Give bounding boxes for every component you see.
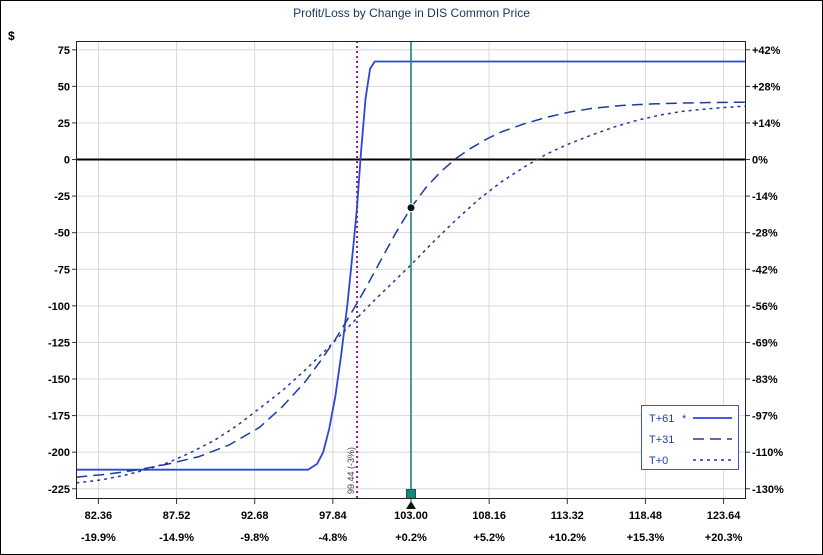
current-price-pointer-icon <box>406 501 416 509</box>
y-right-tick-label: -97% <box>752 411 778 423</box>
y-left-tick-label: 25 <box>58 118 70 130</box>
y-right-tick-label: -83% <box>752 374 778 386</box>
x-percent-label: -4.8% <box>318 532 347 544</box>
y-right-tick-label: -110% <box>752 447 783 459</box>
y-right-tick-label: -130% <box>752 484 784 496</box>
legend-item-t61[interactable]: T+61 * <box>649 413 732 425</box>
y-right-tick-label: +28% <box>752 81 781 93</box>
x-percent-label: +10.2% <box>548 532 586 544</box>
x-percent-label: +0.2% <box>395 532 427 544</box>
y-right-tick-label: -42% <box>752 264 778 276</box>
legend: T+61 * T+31 T+0 <box>641 405 739 470</box>
legend-item-label: T+31 <box>649 434 674 446</box>
y-left-tick-label: -150 <box>48 374 70 386</box>
y-left-tick-label: -50 <box>54 228 70 240</box>
legend-item-label: T+61 <box>649 413 674 425</box>
x-price-label: 108.16 <box>472 510 506 522</box>
pl-marker-dot <box>406 203 416 213</box>
y-right-tick-label: +42% <box>752 45 781 57</box>
y-left-tick-label: -25 <box>54 191 70 203</box>
x-percent-label: +15.3% <box>627 532 665 544</box>
y-right-tick-label: -69% <box>752 337 778 349</box>
x-price-label: 123.64 <box>707 510 742 522</box>
y-right-tick-label: -56% <box>752 301 778 313</box>
x-price-label: 92.68 <box>241 510 269 522</box>
x-price-label: 118.48 <box>629 510 662 522</box>
legend-box <box>641 405 739 470</box>
series-line-t0 <box>76 105 746 484</box>
plot-border <box>76 41 746 499</box>
x-price-label: 82.36 <box>85 510 113 522</box>
x-price-label: 113.32 <box>551 510 584 522</box>
price-drag-handle[interactable] <box>406 489 416 499</box>
y-right-tick-label: 0% <box>752 155 768 167</box>
x-percent-label: -14.9% <box>159 532 194 544</box>
y-left-tick-label: -200 <box>48 447 70 459</box>
x-percent-label: -19.9% <box>81 532 116 544</box>
series-line-t61 <box>76 60 746 471</box>
y-left-tick-label: 0 <box>64 155 70 167</box>
y-left-tick-label: -75 <box>54 264 70 276</box>
legend-item-marker: * <box>682 413 687 425</box>
x-price-label: 87.52 <box>163 510 191 522</box>
dollar-axis-label: $ <box>8 29 15 43</box>
breakeven-label: 99.44 (-3%) <box>346 447 356 494</box>
chart-title: Profit/Loss by Change in DIS Common Pric… <box>293 6 530 20</box>
x-price-label: 103.00 <box>394 510 428 522</box>
y-right-tick-label: -28% <box>752 228 778 240</box>
y-right-tick-label: +14% <box>752 118 781 130</box>
legend-item-label: T+0 <box>649 455 668 467</box>
x-price-label: 97.84 <box>319 510 347 522</box>
x-percent-label: -9.8% <box>240 532 269 544</box>
y-left-tick-label: -225 <box>48 484 70 496</box>
y-left-tick-label: -125 <box>48 337 70 349</box>
x-percent-label: +20.3% <box>705 532 743 544</box>
y-right-tick-label: -14% <box>752 191 778 203</box>
y-left-tick-label: -175 <box>48 411 70 423</box>
y-left-tick-label: 75 <box>58 45 70 57</box>
x-percent-label: +5.2% <box>473 532 505 544</box>
y-left-tick-label: -100 <box>48 301 70 313</box>
legend-item-t0[interactable]: T+0 <box>649 455 732 467</box>
legend-item-t31[interactable]: T+31 <box>649 434 732 446</box>
y-left-tick-label: 50 <box>58 81 70 93</box>
